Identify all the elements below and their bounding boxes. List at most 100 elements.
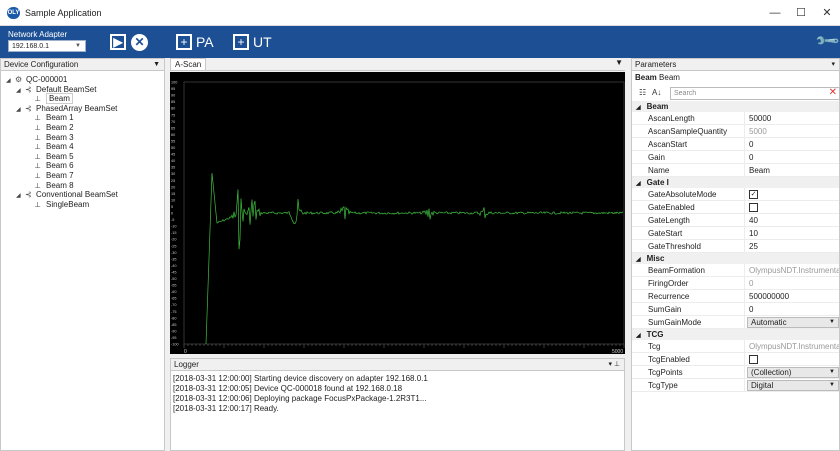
add-pa-button[interactable]: + PA — [176, 34, 214, 50]
stop-button[interactable]: ✕ — [131, 34, 148, 51]
beamset-icon: ⊰ — [25, 84, 32, 94]
log-line: [2018-03-31 12:00:00] Starting device di… — [173, 374, 428, 383]
collapse-icon[interactable]: ◢ — [636, 333, 641, 339]
property-value[interactable]: 0 — [749, 279, 754, 288]
property-row: GateThreshold 25 — [632, 240, 839, 253]
property-value[interactable]: 5000 — [749, 127, 767, 136]
y-tick-label: -75 — [171, 310, 177, 314]
parameters-panel: Parameters ▾ Beam Beam ☷ A↓ Search ✕ ◢ Be… — [631, 58, 840, 451]
maximize-button[interactable]: ☐ — [796, 7, 806, 19]
tree-item-label: Beam 8 — [46, 180, 74, 190]
expand-icon[interactable]: ◢ — [16, 87, 21, 94]
property-value[interactable]: OlympusNDT.Instrumentati — [749, 342, 839, 351]
checkbox[interactable]: ✓ — [749, 190, 758, 200]
collapse-icon[interactable]: ◢ — [636, 257, 641, 263]
beam-icon: ⟂ — [35, 151, 41, 161]
beam-icon: ⟂ — [35, 113, 41, 123]
plus-icon: + — [176, 34, 192, 50]
ascan-chart: 1009590858075706560555045403530252015105… — [171, 81, 625, 355]
property-value[interactable]: ✓ — [745, 188, 839, 200]
property-value[interactable]: 0 — [749, 305, 754, 314]
tree-item-label: PhasedArray BeamSet — [36, 103, 118, 113]
property-value[interactable]: OlympusNDT.Instrumentati — [749, 266, 839, 275]
property-value[interactable]: Automatic ▼ — [745, 316, 839, 328]
menu-arrow-icon[interactable]: ▼ — [615, 58, 623, 67]
property-value[interactable]: 25 — [749, 242, 758, 251]
tree-item[interactable]: ⟂ Beam 4 — [26, 142, 74, 152]
tree-item[interactable]: ⟂ Beam 6 — [26, 161, 74, 171]
property-value[interactable]: (Collection) ▼ — [745, 366, 839, 378]
dropdown-value: (Collection) — [751, 368, 792, 377]
checkbox[interactable] — [749, 355, 758, 365]
y-tick-label: -50 — [171, 277, 177, 281]
property-value[interactable]: 10 — [749, 229, 758, 238]
property-name: GateStart — [632, 227, 745, 239]
window-title: Sample Application — [25, 8, 102, 18]
selected-object-title: Beam Beam — [632, 71, 839, 85]
clear-search-icon[interactable]: ✕ — [828, 87, 837, 98]
y-tick-label: -95 — [171, 336, 177, 340]
property-name: GateLength — [632, 214, 745, 226]
tree-item[interactable]: ◢ ⊰ Conventional BeamSet — [16, 190, 118, 199]
tree-item-label: Default BeamSet — [36, 84, 97, 94]
tree-item[interactable]: ◢ ⊰ PhasedArray BeamSet — [16, 104, 117, 113]
chevron-down-icon[interactable]: ▼ — [153, 61, 160, 68]
tab-ascan[interactable]: A-Scan — [170, 58, 207, 70]
expand-icon[interactable]: ◢ — [6, 78, 11, 84]
property-dropdown[interactable]: (Collection) ▼ — [747, 367, 839, 378]
property-value[interactable] — [745, 201, 839, 213]
property-row: AscanSampleQuantity 5000 — [632, 125, 839, 138]
expand-icon[interactable]: ◢ — [16, 193, 21, 200]
close-button[interactable]: ✕ — [822, 7, 832, 19]
logger-title: Logger — [174, 360, 199, 369]
property-value[interactable]: 40 — [749, 216, 758, 225]
property-row: GateLength 40 — [632, 214, 839, 227]
property-value[interactable]: 0 — [749, 140, 754, 149]
tree-item[interactable]: ⟂ Beam 5 — [26, 152, 74, 162]
toolbar — [0, 26, 840, 58]
collapse-icon[interactable]: ◢ — [636, 181, 641, 187]
property-value[interactable] — [745, 353, 839, 365]
minimize-button[interactable]: — — [769, 7, 781, 19]
play-button[interactable]: ▶ — [110, 34, 126, 50]
property-category[interactable]: ◢ Beam — [632, 101, 839, 112]
tree-item[interactable]: ◢ ⚙ QC-000001 — [6, 75, 67, 84]
log-line: [2018-03-31 12:00:05] Device QC-000018 f… — [173, 384, 403, 393]
pin-icon[interactable]: ▾ ⊥ — [608, 361, 620, 368]
expand-icon[interactable]: ◢ — [16, 106, 21, 113]
property-dropdown[interactable]: Automatic ▼ — [747, 317, 839, 328]
tree-item[interactable]: ◢ ⊰ Default BeamSet — [16, 85, 96, 94]
y-tick-label: -90 — [171, 329, 177, 333]
chevron-down-icon[interactable]: ▾ — [831, 61, 835, 68]
checkbox[interactable] — [749, 203, 758, 213]
property-value[interactable]: Beam — [749, 166, 770, 175]
tree-item[interactable]: ⟂ Beam 1 — [26, 113, 74, 123]
collapse-icon[interactable]: ◢ — [636, 105, 641, 111]
property-name: AscanStart — [632, 138, 745, 150]
tree-item[interactable]: ⟂ SingleBeam — [26, 200, 89, 210]
property-value[interactable]: 500000000 — [749, 292, 790, 301]
log-lines: [2018-03-31 12:00:00] Starting device di… — [171, 371, 624, 417]
property-dropdown[interactable]: Digital ▼ — [747, 380, 839, 391]
tree-item[interactable]: ⟂ Beam 2 — [26, 123, 74, 133]
y-tick-label: -30 — [171, 251, 177, 255]
device-configuration-header: Device Configuration ▼ — [1, 59, 164, 71]
property-value[interactable]: Digital ▼ — [745, 379, 839, 391]
tree-item[interactable]: ⟂ Beam — [26, 93, 73, 105]
ascan-plot[interactable]: 100 95 90 85 80 75 70 65 60 55 50 45 40 35 30 25 20 15 10 5… — [170, 72, 625, 355]
property-category[interactable]: ◢ Misc — [632, 253, 839, 264]
title-bar — [0, 0, 840, 26]
property-value[interactable]: 50000 — [749, 114, 772, 123]
categorized-icon[interactable]: ☷ — [639, 88, 647, 97]
add-ut-button[interactable]: + UT — [233, 34, 272, 50]
property-category[interactable]: ◢ Gate I — [632, 177, 839, 188]
tree-item[interactable]: ⟂ Beam 7 — [26, 171, 74, 181]
tree-item[interactable]: ⟂ Beam 3 — [26, 133, 74, 143]
property-search-input[interactable]: Search ✕ — [670, 87, 840, 100]
beam-icon: ⟂ — [35, 142, 41, 152]
network-adapter-select[interactable]: 192.168.0.1 ▼ — [8, 40, 86, 52]
property-value[interactable]: 0 — [749, 153, 754, 162]
sort-alpha-icon[interactable]: A↓ — [652, 88, 662, 97]
property-category[interactable]: ◢ TCG — [632, 329, 839, 340]
tree-item[interactable]: ⟂ Beam 8 — [26, 181, 74, 191]
